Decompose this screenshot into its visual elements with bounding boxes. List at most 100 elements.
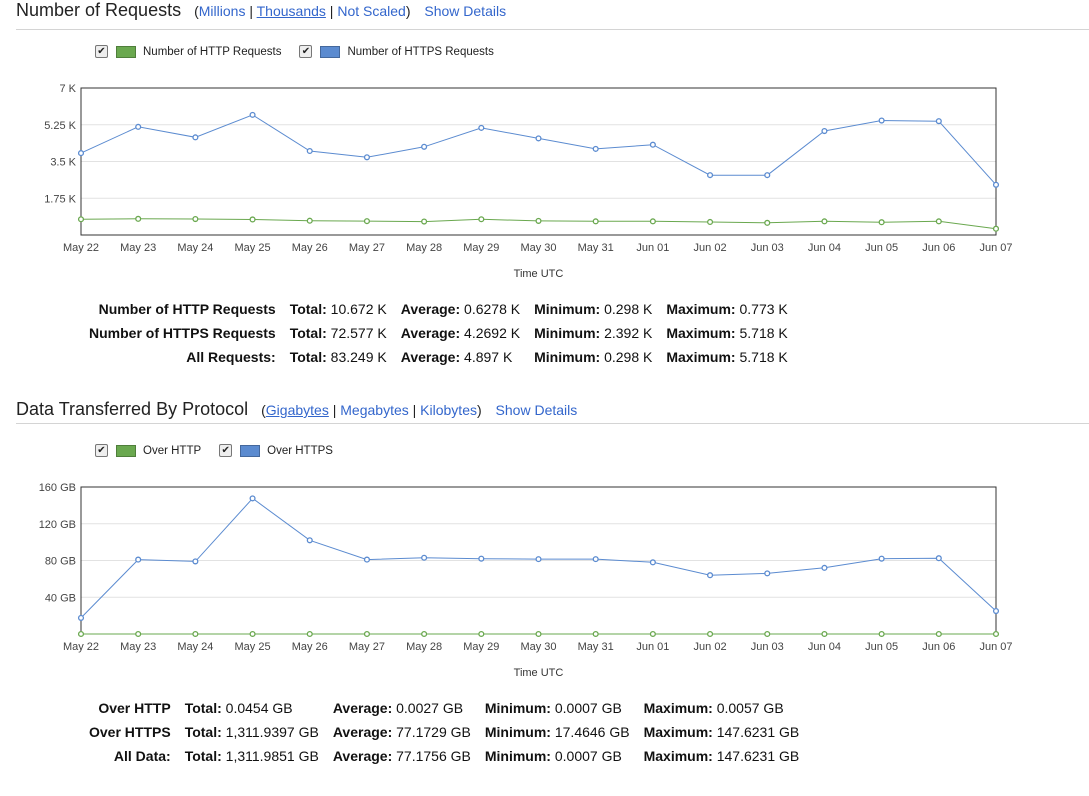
stats-minimum-value: 2.392 K <box>604 325 653 341</box>
stats-row-name: All Data: <box>113 748 171 764</box>
data-point <box>192 215 199 223</box>
https-requests-swatch <box>320 45 341 58</box>
stats-maximum-cell: Maximum: 5.718 K <box>659 321 794 345</box>
http-requests-checkbox[interactable]: ✔ <box>95 45 108 58</box>
stats-total-cell: Total: 10.672 K <box>283 297 394 321</box>
stats-row-name: All Requests: <box>186 349 276 365</box>
transfer-scale-links: (Gigabytes | Megabytes | Kilobytes) <box>261 402 485 418</box>
stats-row: Over HTTPS Total: 1,311.9397 GB Average: 7… <box>82 720 806 744</box>
stats-row: Number of HTTP Requests Total: 10.672 K Av… <box>82 297 795 321</box>
x-tick-label: Jun 04 <box>808 641 841 653</box>
stats-maximum-value: 0.773 K <box>739 301 788 317</box>
data-point <box>535 217 542 224</box>
x-tick-label: Jun 07 <box>979 242 1012 254</box>
stats-total-label: Total: <box>289 349 327 365</box>
x-tick-label: May 28 <box>406 242 442 254</box>
stats-maximum-cell: Maximum: 0.773 K <box>659 297 794 321</box>
data-point <box>707 218 714 226</box>
stats-total-value: 1,311.9397 GB <box>225 724 319 740</box>
transfer-stats-table: Over HTTP Total: 0.0454 GB Average: 0.0027… <box>82 696 806 768</box>
https-requests-checkbox[interactable]: ✔ <box>299 45 313 58</box>
scale-link-not-scaled[interactable]: Not Scaled <box>337 3 406 19</box>
data-point <box>992 607 1000 615</box>
data-point <box>535 556 542 563</box>
data-point <box>649 559 656 566</box>
scale-link-kilobytes[interactable]: Kilobytes <box>420 402 477 418</box>
stats-minimum-label: Minimum: <box>484 724 551 740</box>
stats-average-value: 77.1729 GB <box>396 724 471 740</box>
requests-close-paren: ) <box>405 3 411 19</box>
data-point <box>135 123 142 130</box>
data-point <box>306 630 313 638</box>
stats-maximum-label: Maximum: <box>643 724 713 740</box>
stats-average-cell: Average: 4.2692 K <box>394 321 527 345</box>
stats-maximum-cell: Maximum: 147.6231 GB <box>637 744 807 768</box>
data-point <box>135 556 142 563</box>
x-tick-label: Jun 06 <box>922 242 955 254</box>
series-line-https <box>80 114 997 186</box>
stats-maximum-value: 0.0057 GB <box>716 700 784 716</box>
stats-total-cell: Total: 0.0454 GB <box>178 696 326 720</box>
stats-minimum-cell: Minimum: 0.298 K <box>527 297 659 321</box>
requests-sep-1: | <box>249 3 253 19</box>
stats-minimum-cell: Minimum: 2.392 K <box>527 321 659 345</box>
stats-minimum-cell: Minimum: 0.0007 GB <box>478 744 637 768</box>
transfer-show-details-link[interactable]: Show Details <box>495 402 578 418</box>
data-point <box>363 630 370 638</box>
data-point <box>192 630 199 638</box>
scale-link-megabytes[interactable]: Megabytes <box>340 402 409 418</box>
x-tick-label: May 28 <box>406 641 442 653</box>
stats-row: Over HTTP Total: 0.0454 GB Average: 0.0027… <box>82 696 806 720</box>
data-point <box>935 118 942 125</box>
data-point <box>649 218 656 225</box>
stats-average-cell: Average: 77.1756 GB <box>326 744 478 768</box>
scale-link-millions[interactable]: Millions <box>198 3 246 19</box>
stats-total-value: 1,311.9851 GB <box>225 748 319 764</box>
transfer-legend: ✔ Over HTTP ✔ Over HTTPS <box>95 444 333 457</box>
stats-total-cell: Total: 72.577 K <box>283 321 394 345</box>
x-tick-label: Jun 07 <box>979 641 1012 653</box>
data-point <box>77 614 85 621</box>
transfer-close-paren: ) <box>476 402 482 418</box>
requests-sep-2: | <box>329 3 334 19</box>
x-tick-label: May 23 <box>120 242 156 254</box>
stats-average-cell: Average: 0.0027 GB <box>326 696 478 720</box>
x-tick-label: May 29 <box>463 242 499 254</box>
y-tick-label: 160 GB <box>39 482 76 494</box>
stats-maximum-value: 147.6231 GB <box>716 748 800 764</box>
data-point <box>764 219 771 226</box>
stats-total-label: Total: <box>289 325 327 341</box>
requests-show-details-link[interactable]: Show Details <box>424 3 507 19</box>
data-point <box>707 630 714 638</box>
stats-minimum-label: Minimum: <box>534 349 601 365</box>
stats-row: All Requests: Total: 83.249 K Average: 4.8… <box>82 345 795 369</box>
x-tick-label: May 24 <box>177 242 213 254</box>
requests-legend: ✔ Number of HTTP Requests ✔ Number of HT… <box>95 45 494 58</box>
data-point <box>649 630 656 638</box>
stats-minimum-value: 0.0007 GB <box>554 748 622 764</box>
scale-link-gigabytes[interactable]: Gigabytes <box>265 402 329 418</box>
x-tick-label: May 26 <box>292 242 328 254</box>
stats-average-value: 0.0027 GB <box>396 700 464 716</box>
stats-average-label: Average: <box>332 724 393 740</box>
x-tick-label: May 29 <box>463 641 499 653</box>
over-http-checkbox[interactable]: ✔ <box>95 444 108 457</box>
stats-maximum-label: Maximum: <box>666 349 736 365</box>
data-point <box>306 537 313 544</box>
stats-average-label: Average: <box>400 349 461 365</box>
over-http-swatch <box>116 444 136 457</box>
x-axis-label: Time UTC <box>514 268 564 280</box>
x-tick-label: Jun 05 <box>865 242 898 254</box>
requests-chart: 1.75 K 3.5 K 5.25 K 7 K May 22 May 23 May 24 Ma… <box>44 83 1012 280</box>
requests-section-title: Number of Requests (Millions | Thousands… <box>16 0 506 21</box>
requests-title: Number of Requests <box>16 0 182 20</box>
data-point <box>821 127 828 135</box>
stats-row-name: Over HTTP <box>98 700 171 716</box>
stats-row-name: Number of HTTPS Requests <box>89 325 276 341</box>
stats-average-value: 4.2692 K <box>464 325 521 341</box>
x-tick-label: May 23 <box>120 641 156 653</box>
data-point <box>478 555 485 562</box>
stats-total-value: 0.0454 GB <box>225 700 293 716</box>
scale-link-thousands[interactable]: Thousands <box>256 3 326 19</box>
over-https-checkbox[interactable]: ✔ <box>219 444 233 457</box>
